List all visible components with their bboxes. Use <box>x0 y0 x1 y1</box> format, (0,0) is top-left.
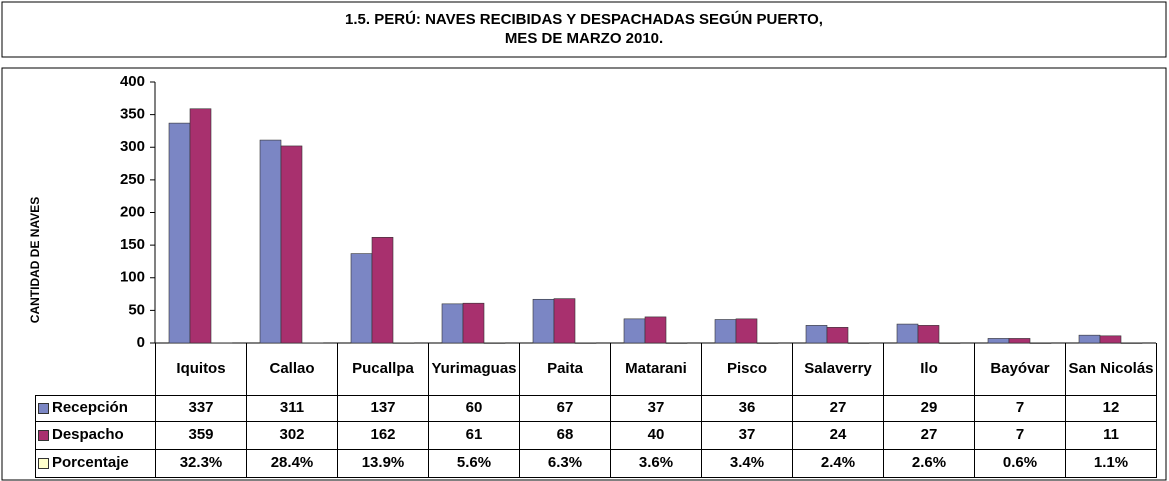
data-label: 137 <box>337 394 429 422</box>
y-tick-label: 200 <box>120 203 145 220</box>
data-label: 27 <box>883 420 975 450</box>
data-row: Porcentaje 32.3% 28.4% 13.9% 5.6% 6.3% 3.6% 3.4… <box>35 448 1157 478</box>
legend-label: Despacho <box>52 426 124 443</box>
data-label: 32.3% <box>155 448 247 478</box>
x-tick-label: Matarani <box>610 343 702 396</box>
data-label: 11 <box>1065 420 1157 450</box>
data-label: 27 <box>792 394 884 422</box>
data-label: 0.6% <box>974 448 1066 478</box>
data-label: 3.6% <box>610 448 702 478</box>
bar <box>168 122 191 344</box>
data-label: 2.4% <box>792 448 884 478</box>
data-label: 24 <box>792 420 884 450</box>
bar <box>896 323 919 344</box>
data-row: Recepción 337 311 137 60 67 37 36 27 29 7 12 <box>35 394 1157 422</box>
x-tick-label: Paita <box>519 343 611 396</box>
y-tick-label: 50 <box>128 301 145 318</box>
bar <box>350 253 373 344</box>
bar <box>1008 338 1031 344</box>
bar <box>189 108 212 344</box>
data-label: 37 <box>701 420 793 450</box>
data-label: 28.4% <box>246 448 338 478</box>
bar <box>280 145 303 344</box>
data-label: 1.1% <box>1065 448 1157 478</box>
bar <box>826 327 849 344</box>
data-label: 337 <box>155 394 247 422</box>
data-label: 61 <box>428 420 520 450</box>
legend-key <box>38 429 49 441</box>
title-box <box>1 1 1167 58</box>
bar <box>1078 334 1101 344</box>
chart-title: MES DE MARZO 2010. <box>505 30 663 47</box>
data-label: 5.6% <box>428 448 520 478</box>
bar <box>532 298 555 344</box>
bar <box>462 302 485 344</box>
x-tick-label: Callao <box>246 343 338 396</box>
bar <box>441 303 464 344</box>
data-label: 67 <box>519 394 611 422</box>
y-tick-label: 250 <box>120 171 145 188</box>
bar <box>805 325 828 344</box>
data-row: Despacho 359 302 162 61 68 40 37 24 27 7 11 <box>35 420 1157 450</box>
data-label: 29 <box>883 394 975 422</box>
legend-key <box>38 457 49 469</box>
bar <box>917 325 940 344</box>
bar <box>371 236 394 344</box>
x-tick-label: Yurimaguas <box>428 343 520 396</box>
bar <box>735 318 758 344</box>
data-label: 13.9% <box>337 448 429 478</box>
data-label: 6.3% <box>519 448 611 478</box>
data-label: 3.4% <box>701 448 793 478</box>
header-row: Iquitos Callao Pucallpa Yurimaguas Paita Mata… <box>36 343 1157 396</box>
legend-item: Recepción <box>35 394 156 422</box>
data-label: 68 <box>519 420 611 450</box>
y-tick-label: 150 <box>120 236 145 253</box>
data-label: 12 <box>1065 394 1157 422</box>
legend-item: Porcentaje <box>35 448 156 478</box>
data-label: 7 <box>974 394 1066 422</box>
data-label: 359 <box>155 420 247 450</box>
y-tick-label: 0 <box>137 334 145 351</box>
bar <box>644 316 667 344</box>
data-label: 162 <box>337 420 429 450</box>
x-tick-label: Iquitos <box>155 343 247 396</box>
legend-item: Despacho <box>35 420 156 450</box>
data-label: 37 <box>610 394 702 422</box>
data-table: Iquitos Callao Pucallpa Yurimaguas Paita Mata… <box>35 343 1157 478</box>
x-tick-label: Salaverry <box>792 343 884 396</box>
bar <box>259 139 282 344</box>
y-tick-label: 300 <box>120 138 145 155</box>
x-tick-label: Pucallpa <box>337 343 429 396</box>
data-label: 7 <box>974 420 1066 450</box>
data-label: 2.6% <box>883 448 975 478</box>
corner <box>36 343 156 395</box>
bar <box>714 319 737 344</box>
legend-key <box>38 402 49 414</box>
data-label: 40 <box>610 420 702 450</box>
data-label: 302 <box>246 420 338 450</box>
bar <box>553 298 576 344</box>
x-tick-label: San Nicolás <box>1065 343 1157 396</box>
bar <box>1099 335 1122 344</box>
y-tick-label: 350 <box>120 106 145 123</box>
chart-title: 1.5. PERÚ: NAVES RECIBIDAS Y DESPACHADAS… <box>345 10 823 28</box>
x-tick-label: Ilo <box>883 343 975 396</box>
y-axis-label: CANTIDAD DE NAVES <box>28 197 42 323</box>
x-tick-label: Bayóvar <box>974 343 1066 396</box>
data-label: 36 <box>701 394 793 422</box>
x-tick-label: Pisco <box>701 343 793 396</box>
data-label: 60 <box>428 394 520 422</box>
legend-label: Porcentaje <box>52 454 129 471</box>
y-tick-label: 100 <box>120 269 145 286</box>
data-label: 311 <box>246 394 338 422</box>
bar <box>623 318 646 344</box>
legend-label: Recepción <box>52 399 128 416</box>
y-tick-label: 400 <box>120 73 145 90</box>
